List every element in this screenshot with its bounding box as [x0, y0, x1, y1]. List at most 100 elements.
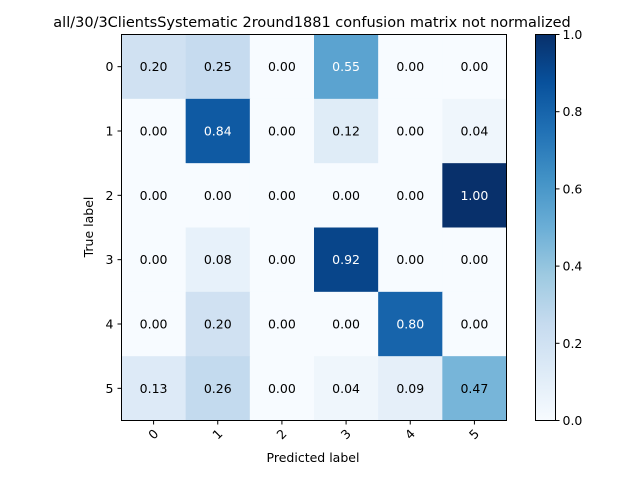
heatmap-cell	[442, 163, 507, 228]
heatmap-cell	[314, 98, 379, 164]
y-tick-label: 5	[106, 381, 114, 396]
cell-value-label: 0.09	[396, 381, 424, 396]
x-tick-label: 3	[338, 426, 354, 442]
cell-value-label: 0.00	[460, 59, 488, 74]
cell-value-label: 0.00	[460, 317, 488, 332]
heatmap-cell	[249, 227, 315, 293]
cell-value-label: 0.55	[332, 59, 360, 74]
cell-value-label: 0.26	[204, 381, 232, 396]
cell-value-label: 0.00	[460, 252, 488, 267]
heatmap-cell	[249, 34, 315, 100]
heatmap-cell	[442, 98, 507, 164]
x-tick-label: 2	[273, 426, 289, 442]
cell-value-label: 0.00	[140, 188, 168, 203]
cell-value-label: 0.00	[268, 188, 296, 203]
heatmap-cell	[249, 163, 315, 228]
plot-frame	[121, 34, 507, 421]
y-tick-label: 3	[106, 252, 114, 267]
heatmap-cell	[121, 291, 187, 357]
heatmap-cell	[378, 98, 443, 164]
cell-value-label: 0.00	[396, 59, 424, 74]
heatmap-cell	[314, 227, 379, 293]
heatmap-cell	[185, 163, 251, 228]
cell-value-label: 0.00	[268, 252, 296, 267]
x-tick-label: 0	[145, 426, 161, 442]
colorbar-tick-label: 1.0	[563, 27, 583, 42]
heatmap-cell	[442, 291, 507, 357]
heatmap-cell	[442, 227, 507, 293]
x-tick-label: 4	[402, 426, 418, 442]
cell-value-label: 0.04	[332, 381, 360, 396]
cell-value-label: 0.12	[332, 124, 360, 139]
heatmap-cell	[121, 34, 187, 100]
heatmap-cell	[185, 34, 251, 100]
cell-value-label: 0.00	[140, 317, 168, 332]
heatmap-cell	[442, 356, 507, 421]
x-axis-ticks: 0 1 2 3 4 5	[145, 420, 482, 442]
cell-value-label: 0.00	[332, 188, 360, 203]
cell-value-label: 0.08	[204, 252, 232, 267]
x-tick-label: 5	[466, 426, 482, 442]
x-tick-label: 1	[209, 426, 225, 442]
y-tick-label: 0	[106, 59, 114, 74]
heatmap-cell	[314, 291, 379, 357]
cell-value-label: 0.00	[396, 188, 424, 203]
heatmap-cell	[121, 227, 187, 293]
chart-title: all/30/3ClientsSystematic 2round1881 con…	[53, 15, 570, 31]
colorbar-tick-label: 0.6	[563, 181, 583, 196]
heatmap-cell	[121, 98, 187, 164]
heatmap-cell	[314, 356, 379, 421]
y-tick-label: 4	[106, 317, 114, 332]
cell-value-label: 0.00	[396, 252, 424, 267]
heatmap-cell	[185, 98, 251, 164]
y-axis-label: True label	[81, 197, 96, 259]
cell-value-label: 1.00	[460, 188, 488, 203]
heatmap-cell	[185, 356, 251, 421]
heatmap-cell	[121, 163, 187, 228]
cell-value-label: 0.00	[268, 59, 296, 74]
y-tick-label: 1	[106, 124, 114, 139]
colorbar-tick-label: 0.0	[563, 413, 583, 428]
cell-value-label: 0.00	[140, 124, 168, 139]
heatmap-cell	[249, 98, 315, 164]
cell-value-label: 0.00	[332, 317, 360, 332]
colorbar-tick-label: 0.8	[563, 104, 583, 119]
cell-value-label: 0.00	[140, 252, 168, 267]
heatmap-cell	[185, 291, 251, 357]
colorbar-tick-label: 0.2	[563, 336, 583, 351]
cell-value-label: 0.20	[204, 317, 232, 332]
heatmap-cell	[378, 356, 443, 421]
heatmap-cell	[249, 356, 315, 421]
colorbar-tick-label: 0.4	[563, 259, 583, 274]
cell-value-label: 0.00	[268, 317, 296, 332]
heatmap-cell	[378, 163, 443, 228]
cell-value-label: 0.25	[204, 59, 232, 74]
cell-value-label: 0.13	[140, 381, 168, 396]
colorbar	[535, 34, 556, 421]
x-axis-label: Predicted label	[267, 450, 360, 465]
y-axis-ticks: 0 1 2 3 4 5	[106, 59, 122, 396]
y-tick-label: 2	[106, 188, 114, 203]
cell-value-label: 0.84	[204, 124, 232, 139]
cell-value-label: 0.04	[460, 124, 488, 139]
heatmap-cell	[378, 34, 443, 100]
heatmap-cell	[378, 291, 443, 357]
heatmap-cell	[314, 163, 379, 228]
heatmap-cell	[249, 291, 315, 357]
heatmap-cell	[314, 34, 379, 100]
cell-value-label: 0.47	[460, 381, 488, 396]
heatmap-cell	[378, 227, 443, 293]
heatmap-cell	[185, 227, 251, 293]
cell-value-label: 0.00	[204, 188, 232, 203]
heatmap-cells: 0.20 0.25 0.00 0.55 0.00 0.00 0.00 0.84 0.00 0.12…	[121, 34, 507, 421]
heatmap-cell	[442, 34, 507, 100]
heatmap-cell	[121, 356, 187, 421]
cell-value-label: 0.00	[268, 124, 296, 139]
cell-value-label: 0.80	[396, 317, 424, 332]
colorbar-ticks: 0.0 0.2 0.4 0.6 0.8 1.0	[555, 27, 583, 428]
cell-value-label: 0.00	[268, 381, 296, 396]
cell-value-label: 0.92	[332, 252, 360, 267]
cell-value-label: 0.00	[396, 124, 424, 139]
cell-value-label: 0.20	[140, 59, 168, 74]
